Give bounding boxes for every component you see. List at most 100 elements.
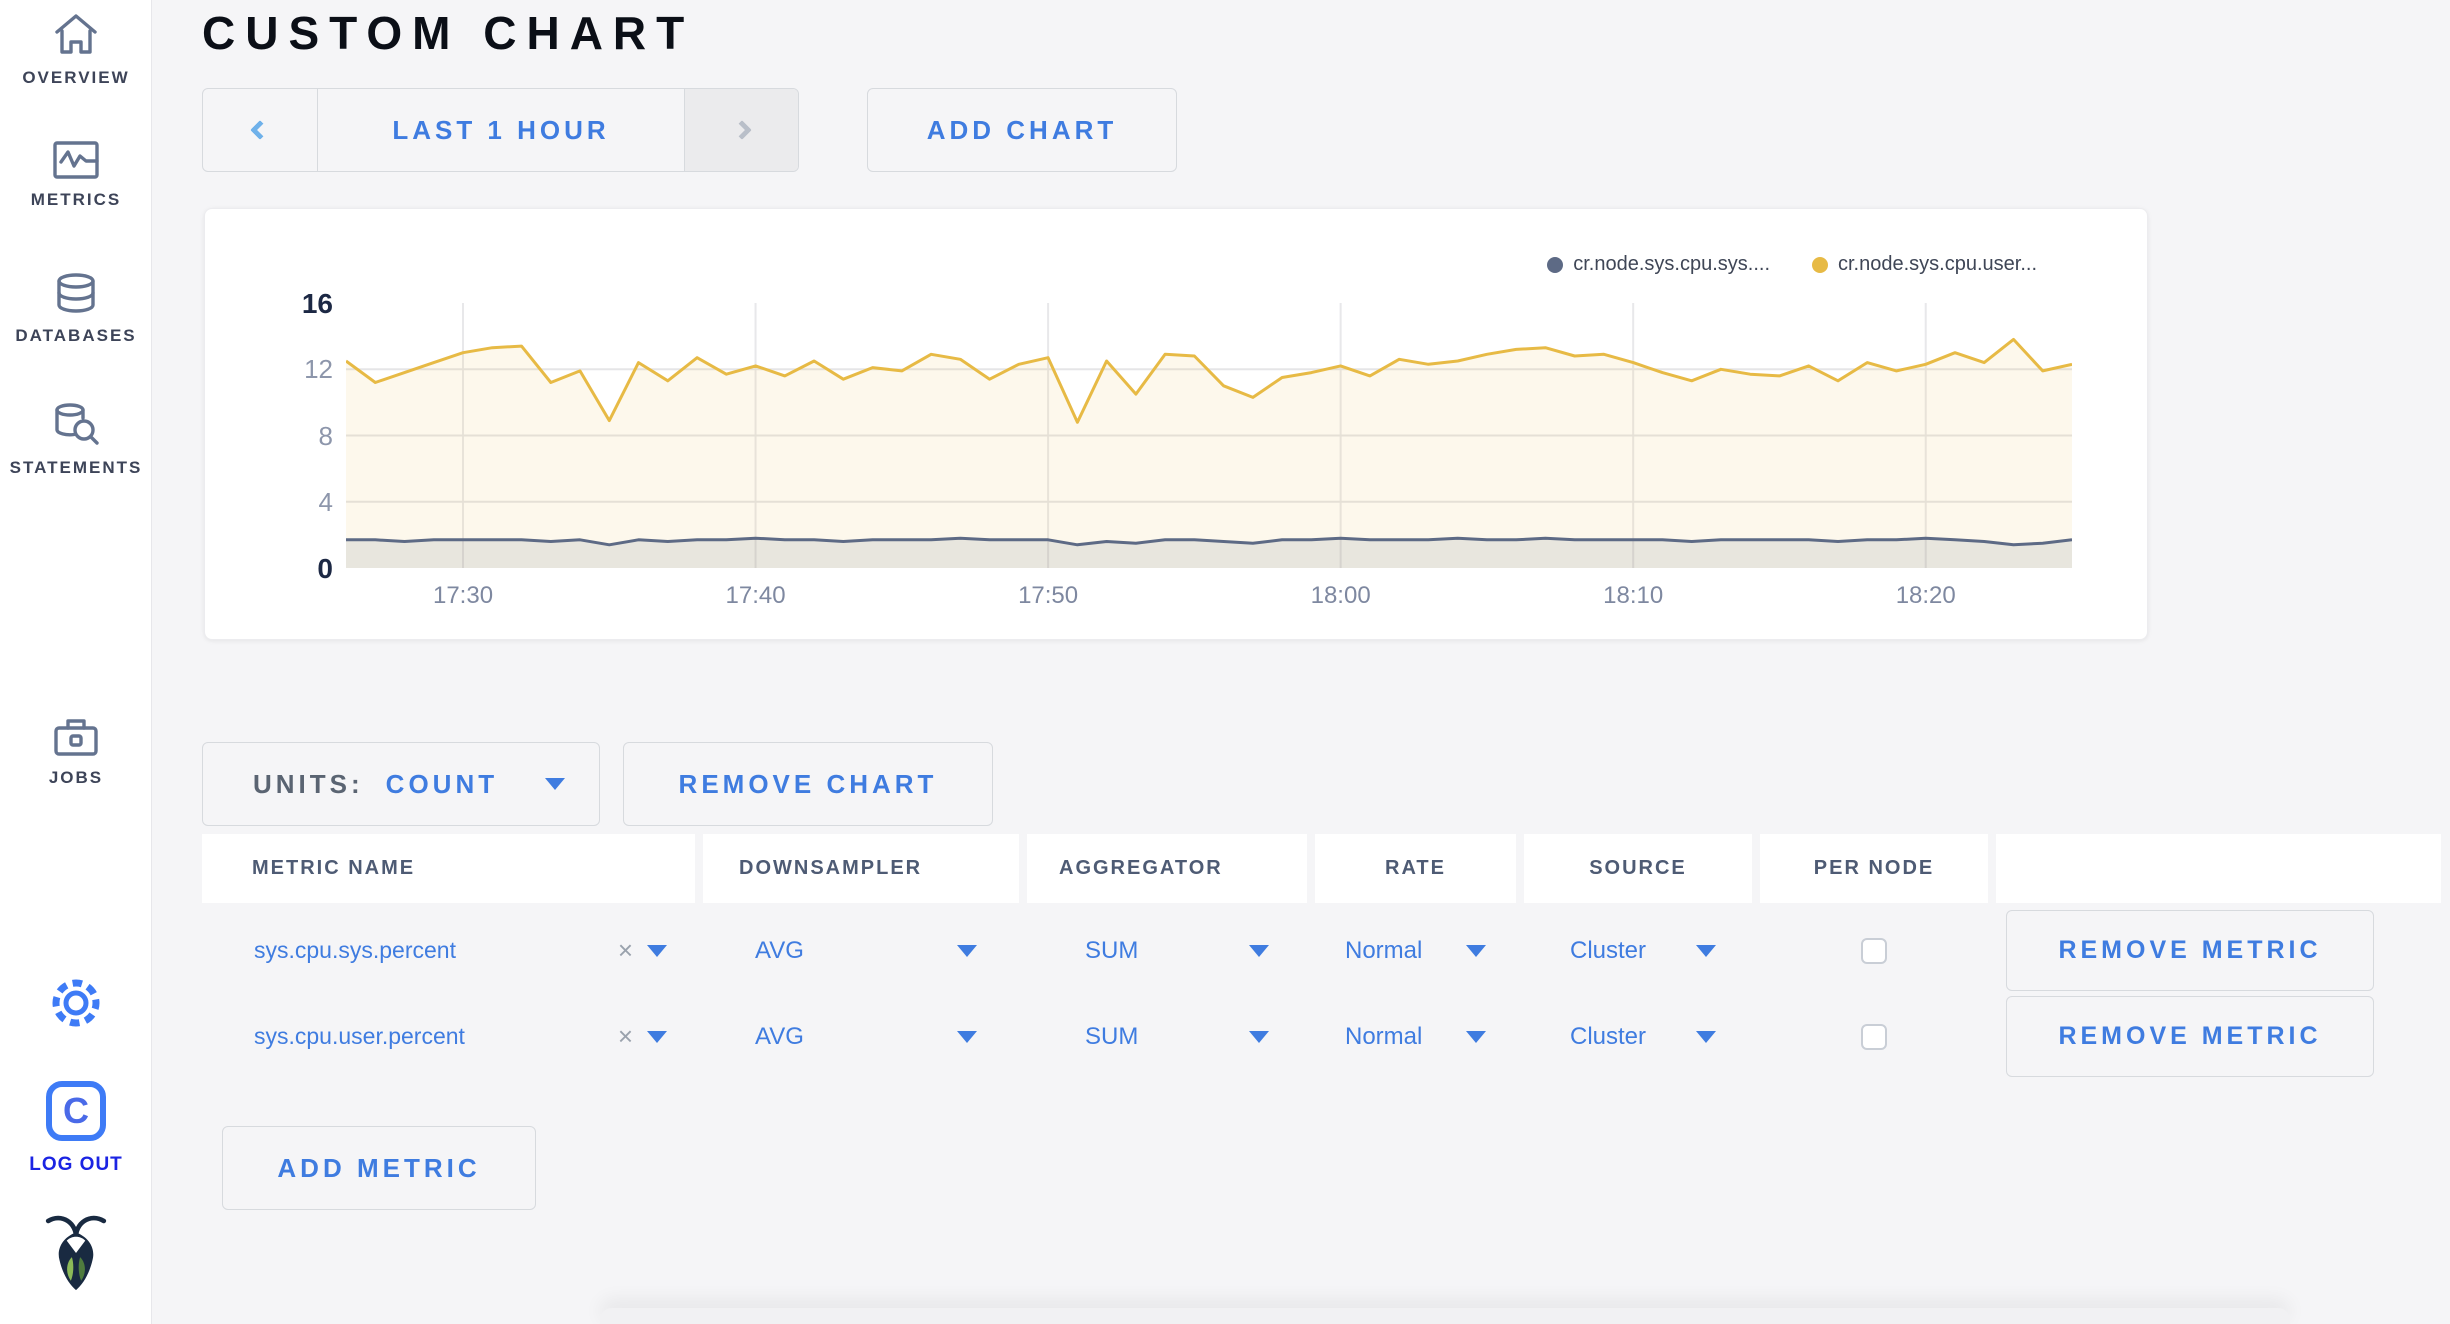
sidebar-item-jobs[interactable]: JOBS: [0, 714, 152, 788]
source-value: Cluster: [1570, 936, 1647, 964]
chart-panel: cr.node.sys.cpu.sys.... cr.node.sys.cpu.…: [204, 208, 2148, 640]
column-header-actions: [1996, 834, 2441, 903]
per-node-checkbox[interactable]: [1861, 937, 1887, 964]
rate-dropdown[interactable]: Normal: [1315, 910, 1516, 991]
legend-dot-user: [1812, 256, 1828, 273]
databases-icon: [57, 273, 95, 313]
aggregator-value: SUM: [1085, 1022, 1139, 1050]
metrics-table-header: METRIC NAME DOWNSAMPLER AGGREGATOR RATE …: [202, 834, 2441, 903]
downsampler-value: AVG: [755, 1022, 804, 1050]
remove-metric-button[interactable]: REMOVE METRIC: [2006, 996, 2374, 1077]
metric-name-value: sys.cpu.user.percent: [254, 1023, 465, 1049]
line-chart[interactable]: [345, 303, 2073, 568]
column-header-source: SOURCE: [1524, 834, 1752, 903]
actions-cell: REMOVE METRIC: [1996, 996, 2441, 1077]
svg-text:C: C: [63, 1090, 89, 1131]
caret-down-icon: [545, 778, 565, 790]
jobs-icon: [54, 719, 98, 756]
caret-down-icon: [957, 944, 977, 957]
per-node-checkbox[interactable]: [1861, 1023, 1887, 1050]
home-icon: [55, 14, 97, 54]
statements-icon: [55, 403, 99, 445]
aggregator-value: SUM: [1085, 936, 1139, 964]
source-dropdown[interactable]: Cluster: [1524, 910, 1752, 991]
clear-icon[interactable]: ×: [617, 1021, 633, 1051]
source-value: Cluster: [1570, 1022, 1647, 1050]
sidebar-item-label: METRICS: [30, 190, 122, 209]
time-range-prev-button[interactable]: [203, 89, 318, 171]
aggregator-dropdown[interactable]: SUM: [1027, 996, 1307, 1077]
legend-item-sys[interactable]: cr.node.sys.cpu.sys....: [1547, 253, 1770, 276]
sidebar: OVERVIEW METRICS DATABASES STATEMENTS: [0, 0, 152, 1324]
downsampler-dropdown[interactable]: AVG: [703, 910, 1019, 991]
metric-name-value: sys.cpu.sys.percent: [254, 937, 456, 963]
source-dropdown[interactable]: Cluster: [1524, 996, 1752, 1077]
sidebar-item-logout[interactable]: C LOG OUT: [0, 1080, 152, 1176]
time-range-next-button[interactable]: [684, 89, 798, 171]
rate-value: Normal: [1345, 1022, 1423, 1050]
chevron-left-icon: [250, 120, 270, 140]
add-chart-button[interactable]: ADD CHART: [867, 88, 1177, 172]
aggregator-dropdown[interactable]: SUM: [1027, 910, 1307, 991]
y-axis-tick-label: 8: [318, 420, 333, 451]
cockroach-c-icon: C: [46, 1081, 106, 1141]
legend-label-user: cr.node.sys.cpu.user...: [1838, 253, 2037, 275]
x-axis-tick-label: 18:00: [1310, 582, 1371, 609]
add-metric-button[interactable]: ADD METRIC: [222, 1126, 536, 1210]
rate-dropdown[interactable]: Normal: [1315, 996, 1516, 1077]
caret-down-icon: [647, 944, 667, 957]
column-header-metric-name: METRIC NAME: [202, 834, 695, 903]
metric-name-dropdown[interactable]: sys.cpu.sys.percent ×: [202, 910, 695, 991]
gear-icon: [52, 979, 100, 1027]
x-axis-tick-label: 18:20: [1895, 582, 1956, 609]
actions-cell: REMOVE METRIC: [1996, 910, 2441, 991]
sidebar-item-label: JOBS: [48, 768, 104, 787]
units-dropdown[interactable]: UNITS: COUNT: [202, 742, 600, 826]
caret-down-icon: [647, 1030, 667, 1043]
metric-name-dropdown[interactable]: sys.cpu.user.percent ×: [202, 996, 695, 1077]
metrics-table-body: sys.cpu.sys.percent × AVG SUM Normal Clu…: [202, 910, 2441, 1077]
rate-value: Normal: [1345, 936, 1423, 964]
downsampler-value: AVG: [755, 936, 804, 964]
units-value: COUNT: [385, 768, 499, 799]
x-axis-tick-label: 17:50: [1018, 582, 1079, 609]
sidebar-item-statements[interactable]: STATEMENTS: [0, 402, 152, 478]
column-header-downsampler: DOWNSAMPLER: [703, 834, 1019, 903]
remove-metric-button[interactable]: REMOVE METRIC: [2006, 910, 2374, 991]
units-label: UNITS:: [253, 768, 364, 799]
sidebar-item-metrics[interactable]: METRICS: [0, 140, 152, 210]
x-axis-tick-label: 17:40: [725, 582, 786, 609]
cockroach-logo: [0, 1212, 152, 1298]
sidebar-item-label: STATEMENTS: [9, 458, 143, 477]
clear-icon[interactable]: ×: [617, 935, 633, 965]
sidebar-item-settings[interactable]: [0, 972, 152, 1034]
sidebar-item-overview[interactable]: OVERVIEW: [0, 12, 152, 88]
page-title: CUSTOM CHART: [202, 7, 695, 59]
column-header-rate: RATE: [1315, 834, 1516, 903]
y-axis-tick-label: 4: [318, 486, 333, 517]
y-axis-tick-label: 0: [317, 553, 333, 584]
chart-plot[interactable]: [345, 303, 2073, 568]
caret-down-icon: [1696, 1030, 1716, 1043]
table-row: sys.cpu.sys.percent × AVG SUM Normal Clu…: [202, 910, 2441, 991]
column-header-aggregator: AGGREGATOR: [1027, 834, 1307, 903]
caret-down-icon: [1466, 1030, 1486, 1043]
downsampler-dropdown[interactable]: AVG: [703, 996, 1019, 1077]
remove-chart-button[interactable]: REMOVE CHART: [623, 742, 993, 826]
chart-legend: cr.node.sys.cpu.sys.... cr.node.sys.cpu.…: [1547, 253, 2037, 276]
caret-down-icon: [1249, 944, 1269, 957]
next-panel-shadow: [600, 1308, 2290, 1324]
legend-label-sys: cr.node.sys.cpu.sys....: [1573, 253, 1770, 275]
cockroach-bug-icon: [45, 1215, 107, 1291]
sidebar-item-label: OVERVIEW: [22, 68, 130, 87]
legend-item-user[interactable]: cr.node.sys.cpu.user...: [1812, 253, 2037, 276]
time-range-value[interactable]: LAST 1 HOUR: [392, 114, 610, 145]
y-axis-tick-label: 16: [301, 288, 333, 319]
chevron-right-icon: [731, 120, 752, 140]
caret-down-icon: [1249, 1030, 1269, 1043]
x-axis-tick-label: 17:30: [432, 582, 494, 609]
sidebar-item-databases[interactable]: DATABASES: [0, 272, 152, 346]
column-header-per-node: PER NODE: [1760, 834, 1988, 903]
table-row: sys.cpu.user.percent × AVG SUM Normal Cl…: [202, 996, 2441, 1077]
logout-label: LOG OUT: [29, 1154, 123, 1175]
